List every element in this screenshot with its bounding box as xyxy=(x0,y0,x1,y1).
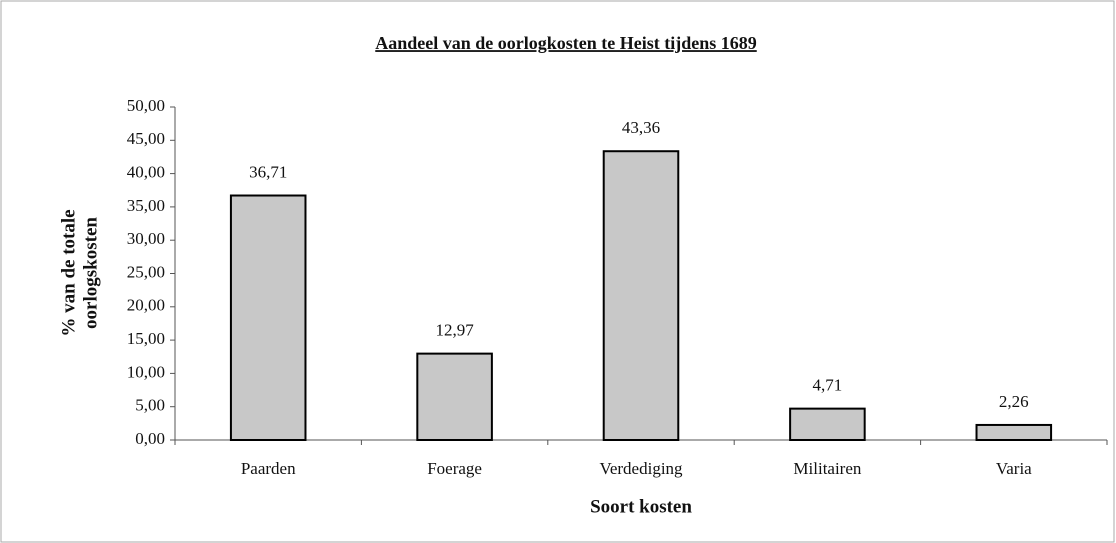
y-tick-label: 40,00 xyxy=(127,163,165,182)
data-label: 36,71 xyxy=(249,162,287,181)
x-axis-title: Soort kosten xyxy=(590,496,692,517)
y-axis-title: oorlogskosten xyxy=(80,217,101,329)
x-tick-label: Paarden xyxy=(241,459,296,478)
x-tick-label: Militairen xyxy=(793,459,861,478)
data-label: 2,26 xyxy=(999,392,1029,411)
data-label: 43,36 xyxy=(622,118,660,137)
bar xyxy=(602,150,680,441)
y-tick-label: 30,00 xyxy=(127,229,165,248)
y-tick-label: 15,00 xyxy=(127,329,165,348)
y-tick-label: 50,00 xyxy=(127,96,165,115)
y-tick-label: 10,00 xyxy=(127,362,165,381)
bar xyxy=(416,352,493,442)
bar xyxy=(975,423,1053,441)
bar xyxy=(229,194,307,441)
data-label: 4,71 xyxy=(813,376,843,395)
x-tick-label: Verdediging xyxy=(599,459,683,478)
y-tick-label: 20,00 xyxy=(127,296,165,315)
chart-title: Aandeel van de oorlogkosten te Heist tij… xyxy=(375,33,757,53)
y-tick-label: 0,00 xyxy=(135,429,165,448)
x-tick-label: Foerage xyxy=(427,459,482,478)
y-tick-label: 5,00 xyxy=(135,396,165,415)
bar xyxy=(789,407,866,442)
x-tick-label: Varia xyxy=(996,459,1032,478)
y-axis-title: % van de totale xyxy=(58,209,79,336)
y-tick-label: 25,00 xyxy=(127,262,165,281)
y-tick-label: 35,00 xyxy=(127,196,165,215)
y-tick-label: 45,00 xyxy=(127,129,165,148)
data-label: 12,97 xyxy=(435,321,474,340)
